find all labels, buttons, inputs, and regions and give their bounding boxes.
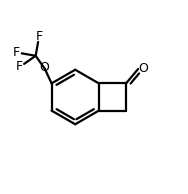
Text: F: F [16,60,23,73]
Text: O: O [139,61,148,74]
Text: F: F [13,46,20,59]
Text: O: O [39,61,49,74]
Text: F: F [36,30,43,43]
